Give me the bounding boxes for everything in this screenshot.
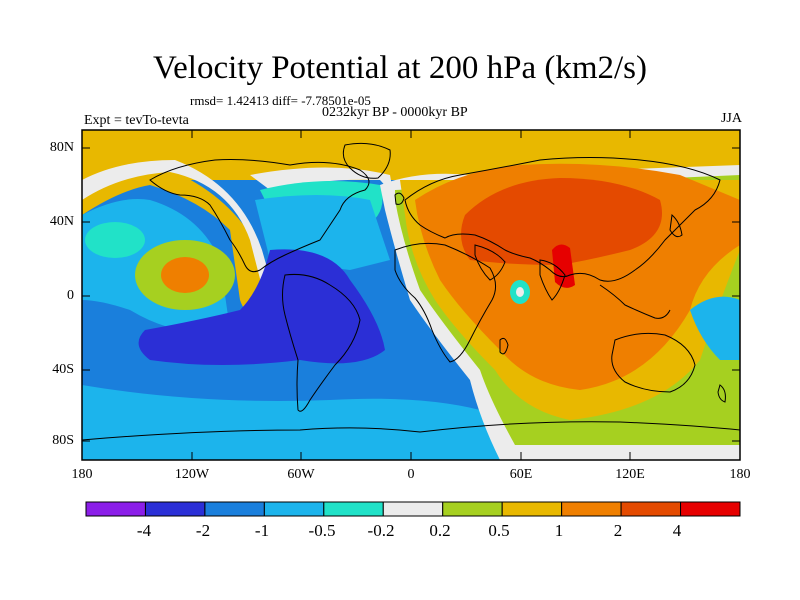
lat-label-40n: 40N [49, 214, 74, 229]
colorbar-swatch [85, 501, 146, 517]
season-label: JJA [720, 111, 742, 126]
coast-japan [669, 214, 683, 238]
lat-label-0: 0 [67, 288, 74, 303]
colorbar-swatch [382, 501, 444, 517]
field-northwest-yellow [82, 130, 290, 323]
lat-label-80n: 80N [49, 140, 74, 155]
coast-antarctica [82, 421, 740, 441]
lon-label-120w: 120W [174, 467, 210, 482]
colorbar-swatch [204, 501, 265, 517]
lat-label-40s: 40S [52, 362, 74, 377]
lon-label-60w: 60W [287, 467, 315, 482]
lon-label-180e: 180 [729, 467, 751, 482]
colorbar-label: -1 [254, 521, 270, 540]
field-darkblue-min [138, 249, 385, 365]
coast-arabia [474, 244, 506, 281]
period-label: 0232kyr BP - 0000kyr BP [322, 105, 468, 120]
stats-label: rmsd= 1.42413 diff= -7.78501e-05 [190, 93, 371, 108]
field-east-band [690, 296, 740, 360]
lat-label-80s: 80S [52, 433, 74, 448]
coast-eurasia [404, 157, 721, 282]
lon-label-120e: 120E [615, 467, 645, 482]
coast-africa [394, 242, 496, 363]
coast-india [539, 259, 566, 301]
field-orange-lobe [161, 257, 209, 293]
coast-madagascar [499, 337, 509, 355]
coast-australia [611, 332, 696, 393]
colorbar-swatch [680, 501, 741, 517]
coast-north-america [149, 159, 370, 273]
colorbar-swatch [144, 501, 206, 517]
coastlines [82, 142, 740, 441]
field-zero-band-north [250, 167, 410, 260]
colorbar-label: 0.5 [488, 521, 510, 540]
colorbar-swatch [501, 501, 563, 517]
page-title: Velocity Potential at 200 hPa (km2/s) [152, 50, 648, 86]
colorbar-label: -0.5 [308, 521, 336, 540]
lon-label-60e: 60E [509, 467, 533, 482]
colorbar-swatch [442, 501, 503, 517]
field-local-min-core [516, 287, 524, 297]
experiment-label: Expt = tevTo-tevta [84, 113, 189, 128]
colorbar-label: 1 [554, 521, 564, 540]
colorbar-swatch [561, 501, 622, 517]
field-positive-max [552, 244, 575, 288]
colorbar-label: 4 [672, 521, 682, 540]
colorbar-label: -0.2 [367, 521, 395, 540]
colorbar-label: -2 [195, 521, 211, 540]
field-positive-red [461, 178, 662, 265]
field-zero-band-west [82, 160, 282, 320]
coast-uk [394, 192, 405, 205]
lon-label-180w: 180 [71, 467, 93, 482]
coast-nz [717, 384, 726, 403]
colorbar-swatch [620, 501, 682, 517]
coast-south-america [282, 274, 361, 412]
colorbar-swatch [323, 501, 384, 517]
colorbar-swatch [263, 501, 325, 517]
lon-label-0: 0 [407, 467, 415, 482]
coast-se-asia [599, 284, 671, 319]
tick-marks [81, 130, 741, 460]
coast-greenland [342, 142, 391, 179]
colorbar-label: 0.2 [429, 521, 451, 540]
colorbar-label: 2 [613, 521, 623, 540]
field-cyan-lobe [85, 222, 145, 258]
colorbar-label: -4 [136, 521, 152, 540]
field-arctic [82, 130, 740, 155]
